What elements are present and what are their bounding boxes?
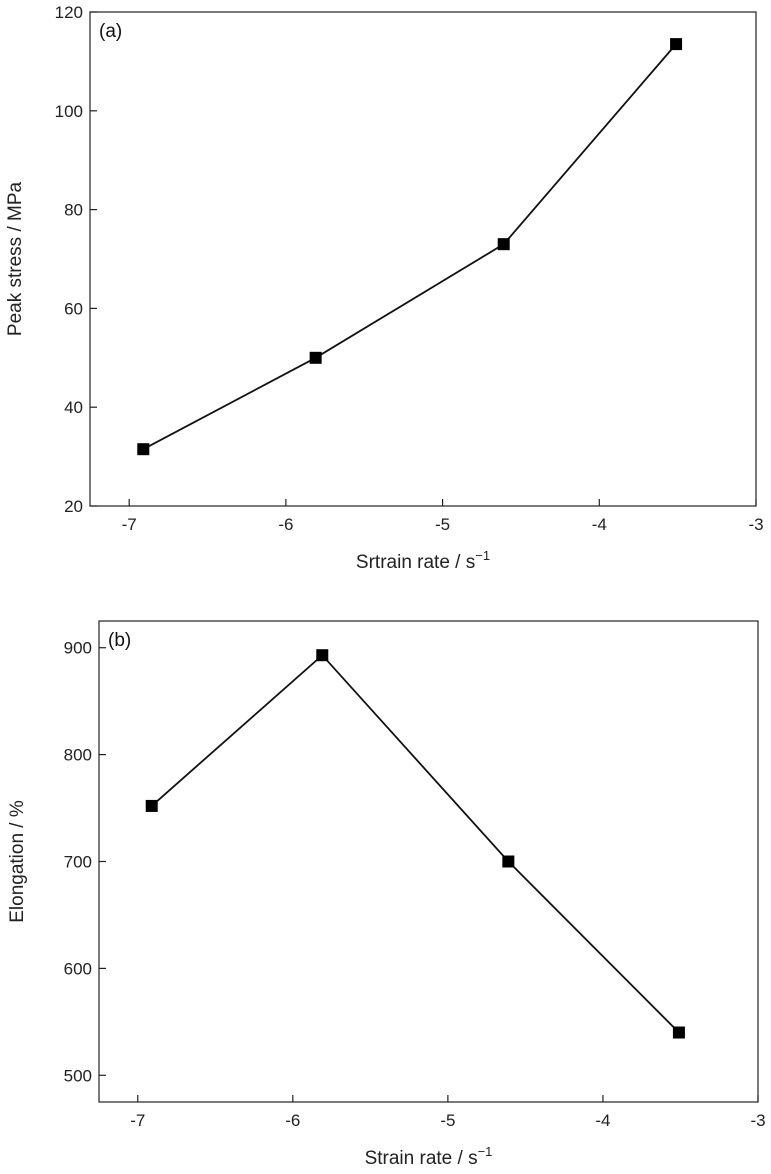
x-tick-label-a: -4 — [592, 515, 607, 534]
x-tick-label-b: -4 — [595, 1111, 610, 1130]
x-tick-label-a: -7 — [122, 515, 137, 534]
y-tick-label-a: 100 — [55, 102, 83, 121]
plot-frame-b — [98, 620, 759, 1103]
panel-label-b: (b) — [108, 630, 131, 651]
panel-label-a: (a) — [99, 21, 122, 42]
panel-b-elongation-chart: -7 -6 -5 -4 -3 500 600 700 800 900 (b) Strain rate … — [7, 620, 766, 1169]
data-point-b — [672, 1026, 685, 1039]
y-axis-label-b: Elongation / % — [7, 800, 28, 923]
y-tick-label-b: 500 — [64, 1066, 92, 1085]
y-tick-label-b: 600 — [64, 959, 92, 978]
y-axis-label-a: Peak stress / MPa — [5, 181, 26, 336]
y-tick-label-b: 800 — [64, 746, 92, 765]
y-tick-label-b: 700 — [64, 853, 92, 872]
data-point-a — [137, 443, 150, 456]
series-line-a — [142, 43, 677, 450]
x-tick-label-b: -5 — [440, 1111, 455, 1130]
plot-frame-a — [89, 11, 757, 507]
x-tick-label-b: -7 — [130, 1111, 145, 1130]
x-tick-label-a: -6 — [278, 515, 293, 534]
x-tick-label-a: -5 — [435, 515, 450, 534]
y-tick-label-a: 120 — [55, 3, 83, 22]
data-point-b — [502, 855, 515, 868]
series-line-b — [151, 653, 680, 1034]
x-tick-label-b: -6 — [285, 1111, 300, 1130]
y-tick-label-a: 20 — [64, 497, 83, 516]
data-point-a — [670, 38, 683, 51]
panel-a-peak-stress-chart: -7 -6 -5 -4 -3 20 40 60 80 100 120 (a) Srtrain rate … — [5, 3, 764, 573]
x-tick-label-a: -3 — [748, 515, 763, 534]
y-tick-label-b: 900 — [64, 639, 92, 658]
data-point-b — [316, 649, 329, 662]
data-point-a — [497, 238, 510, 251]
data-point-a — [309, 351, 322, 364]
x-axis-label-b: Strain rate / s−1 — [365, 1144, 493, 1169]
x-tick-label-b: -3 — [750, 1111, 765, 1130]
data-point-b — [145, 799, 158, 812]
x-axis-label-a: Srtrain rate / s−1 — [356, 548, 490, 573]
y-tick-label-a: 60 — [64, 299, 83, 318]
y-tick-label-a: 40 — [64, 398, 83, 417]
y-tick-label-a: 80 — [64, 201, 83, 220]
